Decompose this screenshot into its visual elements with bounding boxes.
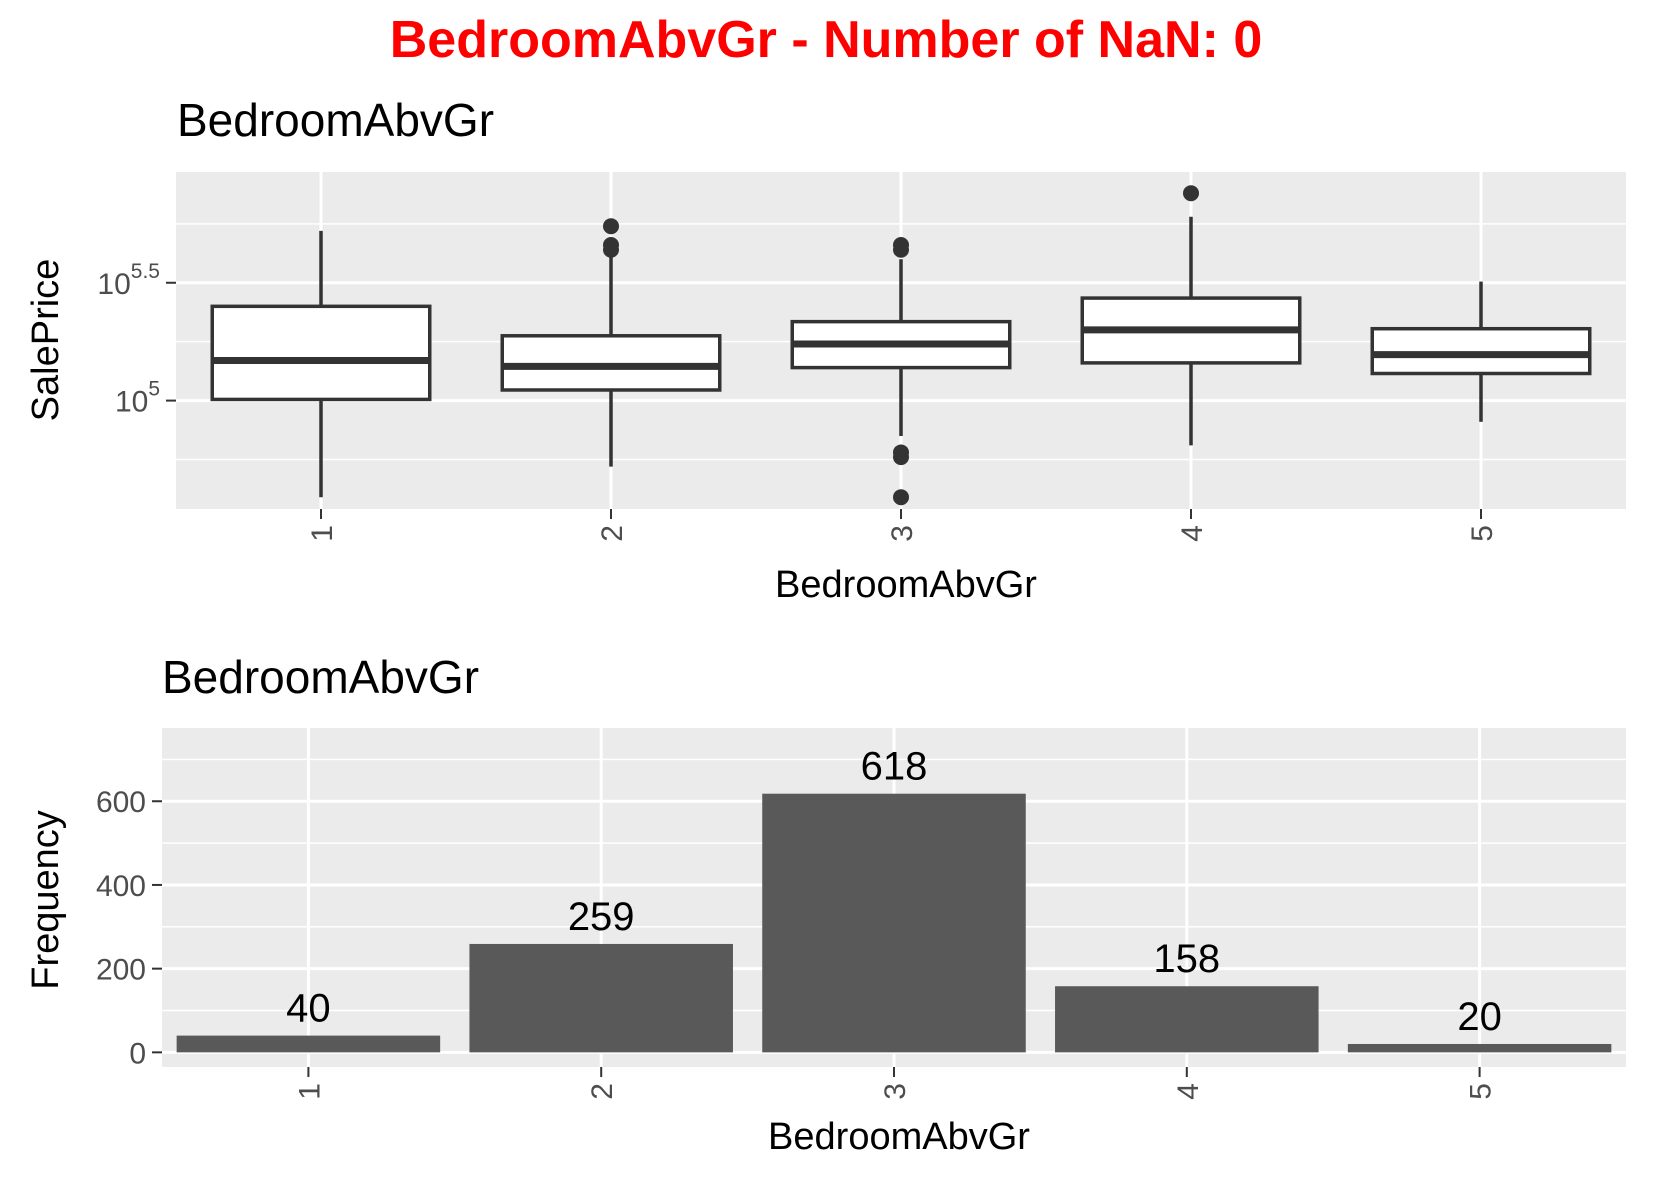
barchart-marks: 40 259 618 158 20 [176, 745, 1612, 1053]
box-outlier-point [1183, 185, 1199, 202]
boxplot-marks [210, 185, 1592, 506]
bar-value-label: 618 [861, 745, 928, 789]
tick-exponent: 5 [148, 378, 160, 401]
boxplot-x-tick-label: 5 [1466, 525, 1499, 542]
boxplot-x-axis-title: BedroomAbvGr [775, 564, 1037, 606]
barchart-y-tick-label: 400 [96, 870, 146, 903]
box-2 [500, 218, 722, 467]
barchart-x-axis: 1 2 3 4 5 [293, 1067, 1498, 1100]
barchart-y-tick-label: 200 [96, 954, 146, 987]
main-title: BedroomAbvGr - Number of NaN: 0 [390, 11, 1263, 69]
box-3 [790, 237, 1012, 506]
barchart-y-axis: 0 200 400 600 [96, 786, 162, 1070]
box-iqr [1370, 326, 1592, 376]
boxplot-x-axis: 1 2 3 4 5 [306, 509, 1499, 542]
box-5 [1370, 281, 1592, 422]
box-iqr [210, 304, 432, 402]
boxplot-x-tick-label: 3 [886, 525, 919, 542]
tick-exponent: 5.5 [131, 260, 160, 283]
bar-3 [762, 793, 1026, 1053]
barchart-x-tick-label: 5 [1465, 1083, 1498, 1100]
barchart-panel: BedroomAbvGr 40 259 618 158 20 0 200 400 600 1 2… [25, 651, 1626, 1158]
boxplot-x-tick-label: 1 [306, 525, 339, 542]
bar-value-label: 40 [286, 987, 331, 1031]
box-outlier-point [893, 449, 909, 466]
boxplot-y-tick-label: 105 [115, 378, 160, 419]
barchart-x-tick-label: 3 [879, 1083, 912, 1100]
barchart-title: BedroomAbvGr [162, 651, 479, 703]
boxplot-y-axis-title: SalePrice [25, 259, 67, 422]
bar-1 [176, 1035, 441, 1053]
bar-value-label: 158 [1153, 937, 1220, 981]
barchart-x-tick-label: 2 [586, 1083, 619, 1100]
bar-4 [1055, 986, 1319, 1053]
barchart-x-axis-title: BedroomAbvGr [768, 1116, 1030, 1158]
boxplot-x-tick-label: 2 [596, 525, 629, 542]
boxplot-x-tick-label: 4 [1176, 525, 1209, 542]
barchart-x-tick-label: 4 [1172, 1083, 1205, 1100]
barchart-x-tick-label: 1 [293, 1083, 326, 1100]
boxplot-y-tick-label: 105.5 [97, 260, 160, 301]
tick-base: 10 [97, 268, 130, 301]
box-1 [210, 230, 432, 498]
bar-5 [1347, 1043, 1612, 1053]
bar-value-label: 20 [1457, 995, 1502, 1039]
bar-2 [469, 943, 733, 1053]
box-iqr [500, 334, 722, 392]
box-outlier-point [603, 218, 619, 235]
box-4 [1080, 185, 1302, 446]
bar-value-label: 259 [568, 895, 635, 939]
box-outlier-point [893, 241, 909, 258]
tick-base: 10 [115, 386, 148, 419]
barchart-y-axis-title: Frequency [25, 810, 67, 990]
box-outlier-point [603, 241, 619, 258]
barchart-y-tick-label: 600 [96, 786, 146, 819]
barchart-y-tick-label: 0 [129, 1037, 146, 1070]
boxplot-title: BedroomAbvGr [177, 94, 494, 146]
box-outlier-point [893, 489, 909, 506]
